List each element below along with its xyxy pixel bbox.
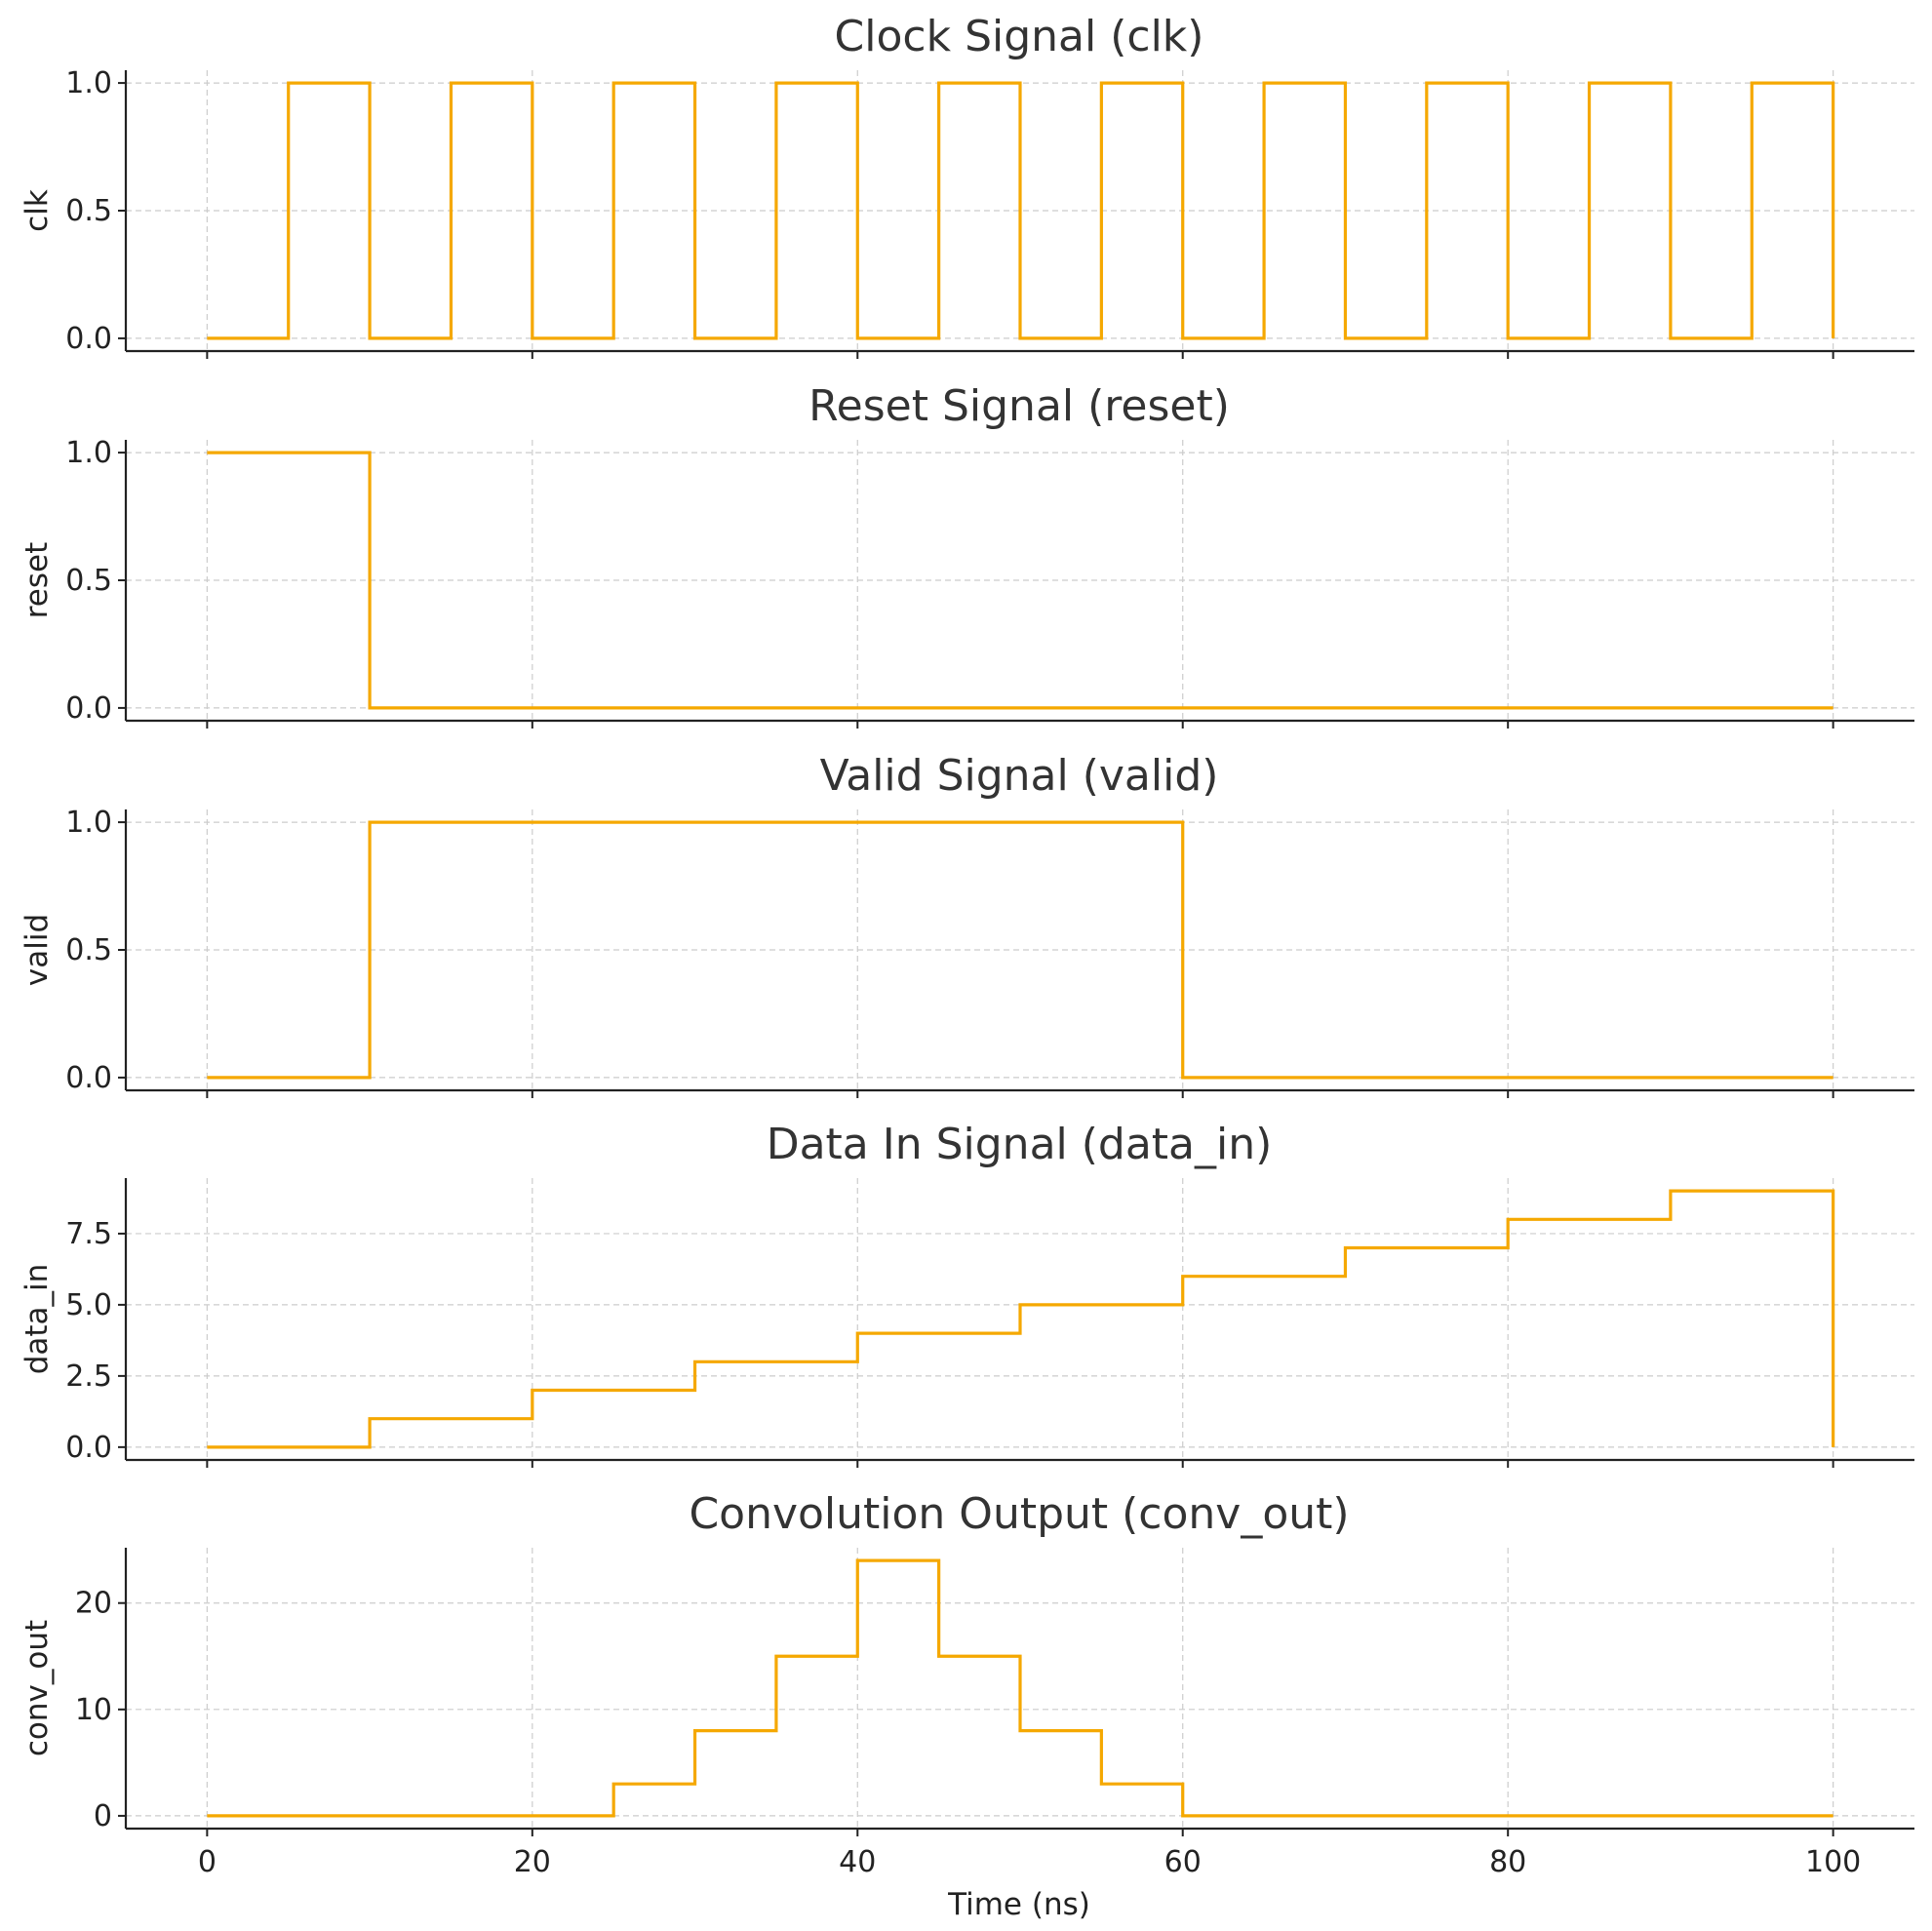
y-axis-label: reset <box>20 542 55 619</box>
y-tick-label: 20 <box>75 1587 112 1621</box>
panel-2: 0.0 0.5 1.0 Reset Signal (reset) reset <box>20 381 1914 729</box>
y-tick-label: 0 <box>94 1799 112 1833</box>
panel-title: Valid Signal (valid) <box>820 751 1219 801</box>
x-axis-label: Time (ns) <box>947 1887 1090 1922</box>
signal-trace <box>207 820 1833 1080</box>
x-tick-label: 20 <box>514 1845 551 1879</box>
y-tick-label: 10 <box>75 1693 112 1727</box>
signal-trace <box>207 451 1833 710</box>
y-tick-label: 2.5 <box>65 1360 112 1394</box>
y-tick-label: 5.0 <box>65 1288 112 1322</box>
y-axis-label: clk <box>20 189 55 232</box>
signal-trace <box>207 1189 1835 1449</box>
y-tick-label: 1.0 <box>65 66 112 100</box>
y-axis-label: valid <box>20 914 55 986</box>
signal-trace <box>207 81 1835 340</box>
x-tick-label: 80 <box>1489 1845 1526 1879</box>
y-tick-label: 7.5 <box>65 1217 112 1251</box>
y-axis-label: conv_out <box>20 1620 55 1756</box>
y-tick-label: 1.0 <box>65 436 112 470</box>
panel-title: Convolution Output (conv_out) <box>689 1489 1349 1539</box>
y-tick-label: 0.5 <box>65 194 112 228</box>
panel-1: 0.0 0.5 1.0 Clock Signal (clk) clk <box>20 12 1914 359</box>
panel-title: Data In Signal (data_in) <box>767 1120 1273 1169</box>
panel-title: Clock Signal (clk) <box>835 12 1204 61</box>
panel-5: 0 10 20 Convolution Output (conv_out) conv_o… <box>20 1489 1914 1836</box>
panel-title: Reset Signal (reset) <box>808 381 1230 431</box>
y-axis-label: data_in <box>20 1264 55 1375</box>
x-tick-label: 60 <box>1164 1845 1202 1879</box>
x-tick-label: 100 <box>1805 1845 1861 1879</box>
y-tick-label: 0.0 <box>65 322 112 356</box>
y-tick-label: 0.0 <box>65 1431 112 1465</box>
panel-3: 0.0 0.5 1.0 Valid Signal (valid) valid <box>20 751 1914 1098</box>
y-tick-label: 0.5 <box>65 933 112 967</box>
y-tick-label: 0.5 <box>65 564 112 598</box>
panel-4: 0.0 2.5 5.0 7.5 Data In Signal (data_in)data… <box>20 1120 1914 1468</box>
signal-trace <box>207 1558 1833 1818</box>
y-tick-label: 0.0 <box>65 691 112 726</box>
x-tick-label: 40 <box>839 1845 876 1879</box>
x-tick-label: 0 <box>198 1845 217 1879</box>
y-tick-label: 0.0 <box>65 1061 112 1095</box>
y-tick-label: 1.0 <box>65 806 112 840</box>
